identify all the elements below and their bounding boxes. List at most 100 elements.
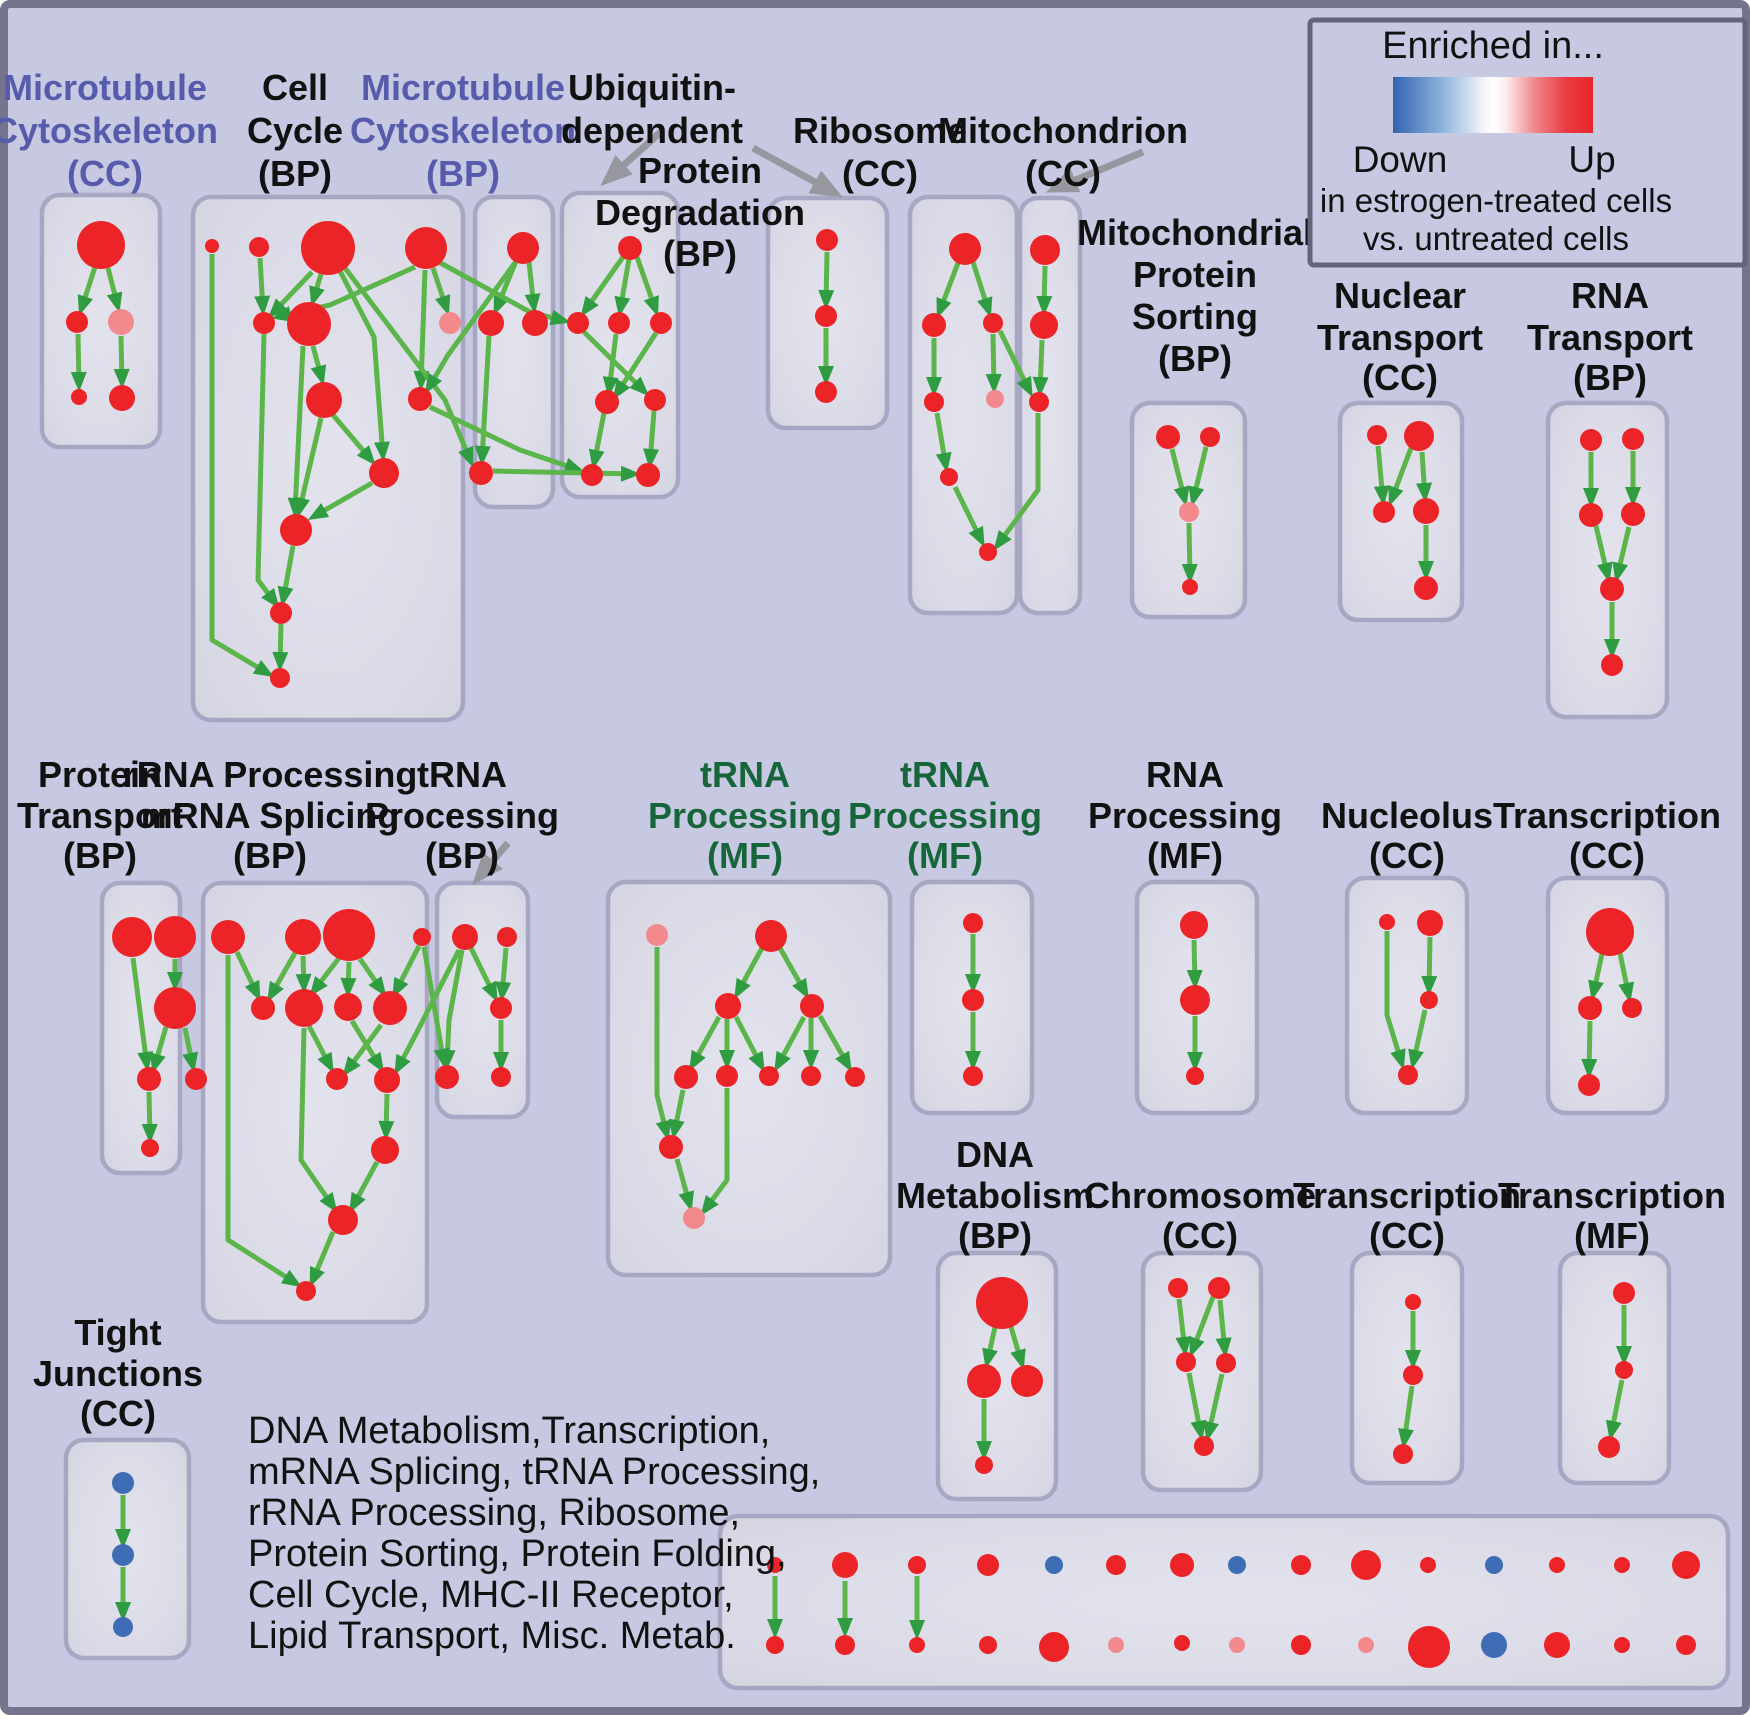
gene-node-up [815, 381, 837, 403]
edge-protein-transport-bp [182, 1027, 199, 1073]
legend-gradient-bar [1393, 77, 1593, 133]
cluster-label: RNA [1571, 275, 1649, 316]
gene-node-up [976, 1277, 1028, 1329]
edge-cell-cycle-bp [255, 333, 280, 609]
cluster-label: Degradation [595, 192, 805, 233]
gene-node-up [251, 996, 275, 1020]
cluster-label: (CC) [67, 153, 143, 194]
cluster-label: (CC) [1569, 835, 1645, 876]
gene-node-up [979, 543, 997, 561]
cluster-label: Ubiquitin- [568, 67, 736, 108]
cluster-box-chromosome-cc [1140, 1250, 1264, 1493]
gene-node-up [1180, 911, 1208, 939]
cluster-label: Processing [848, 795, 1042, 836]
cluster-label: (BP) [1158, 338, 1232, 379]
gene-node-up [328, 1205, 358, 1235]
edge-trna-processing-mf-large [733, 1015, 765, 1073]
edge-cell-cycle-bp [287, 345, 306, 518]
cluster-label: (MF) [707, 835, 783, 876]
gene-node-up [507, 232, 539, 264]
gene-node-up [1039, 1632, 1069, 1662]
gene-node-up [759, 1066, 779, 1086]
cluster-label: (BP) [663, 233, 737, 274]
label-pointer-arrow [600, 127, 666, 186]
gene-node-up [1373, 501, 1395, 523]
edge-chromosome-cc [1175, 1298, 1192, 1357]
cluster-label: Mitochondrion [938, 110, 1188, 151]
gene-node-up [949, 233, 981, 265]
gene-node-up [659, 1135, 683, 1159]
edge-ubiquitin-degradation-box1 [602, 333, 619, 397]
edge-mitochondrial-protein-sorting-bp [1169, 448, 1190, 507]
cluster-box-transcription-mf [1557, 1250, 1672, 1486]
gene-node-up [1216, 1353, 1236, 1373]
edge-trna-processing-mf-large [668, 1089, 686, 1140]
edge-transcription-mf [1605, 1379, 1625, 1441]
legend-down-label: Down [1353, 139, 1448, 180]
edge-rrna-processing-mrna-splicing-bp [378, 1093, 395, 1141]
gene-node-up [270, 602, 292, 624]
gene-node-up-weak [683, 1207, 705, 1229]
gene-node-up [1291, 1555, 1311, 1575]
gene-node-down [112, 1472, 134, 1494]
gene-node-up [369, 458, 399, 488]
cluster-label: Processing [365, 795, 559, 836]
gene-node-up [650, 312, 672, 334]
gene-node-up [452, 924, 478, 950]
gene-node-up [1030, 311, 1058, 339]
gene-node-up [1403, 1365, 1423, 1385]
gene-node-up [211, 920, 245, 954]
edge-rrna-processing-mrna-splicing-bp [349, 1019, 385, 1074]
gene-node-up [435, 1065, 459, 1089]
gene-node-up [1182, 579, 1198, 595]
gene-node-up [845, 1067, 865, 1087]
gene-node-up [1414, 576, 1438, 600]
edge-cross-cluster [421, 946, 450, 1069]
gene-node-up [491, 1067, 511, 1087]
edge-mitochondrion-cc [993, 413, 1041, 551]
edge-trna-processing-mf-large [777, 946, 809, 1000]
cluster-label: Protein [1133, 254, 1257, 295]
gene-node-up [296, 1281, 316, 1301]
gene-node-up [490, 997, 512, 1019]
gene-node-up [71, 389, 87, 405]
gene-node-up [979, 1636, 997, 1654]
gene-node-up [301, 221, 355, 275]
cluster-label: mRNA Splicing [141, 795, 400, 836]
gene-node-up [1291, 1635, 1311, 1655]
edge-ribosome-cc [952, 485, 985, 548]
edge-ubiquitin-degradation-box1 [580, 255, 626, 317]
cluster-label: Mitochondrial [1077, 212, 1313, 253]
edge-protein-transport-bp [141, 1091, 158, 1144]
edge-ubiquitin-degradation-box1 [612, 331, 659, 401]
misc-clusters-text: rRNA Processing, Ribosome, [248, 1492, 740, 1534]
gene-node-up [1417, 910, 1443, 936]
edge-chromosome-cc [1186, 1372, 1207, 1441]
edge-ribosome-cc [936, 262, 961, 319]
cluster-box-nuclear-transport-cc [1337, 400, 1465, 623]
cluster-label: (CC) [842, 153, 918, 194]
label-pointer-arrow [1045, 148, 1145, 193]
edge-cell-cycle-bp [294, 417, 324, 518]
edge-trna-processing-mf-large [734, 946, 765, 1000]
gene-node-up [674, 1065, 698, 1089]
gene-node-up [469, 461, 493, 485]
edge-nucleolus-cc [1408, 1009, 1428, 1070]
cluster-label: Transport [1317, 317, 1483, 358]
cluster-label: (CC) [1025, 153, 1101, 194]
gene-node-up [285, 919, 321, 955]
gene-node-up [408, 387, 432, 411]
edge-ribosome-cc [985, 333, 1002, 394]
edge-cross-cluster [394, 948, 462, 1076]
cluster-label: Cell [262, 67, 328, 108]
cluster-label: Transcription [1498, 1175, 1726, 1216]
edge-cell-cycle-bp [209, 254, 275, 678]
cluster-label: (BP) [63, 835, 137, 876]
gene-node-up [1180, 985, 1210, 1015]
cluster-label: tRNA [417, 754, 507, 795]
gene-node-up [908, 1556, 926, 1574]
legend-subtitle-line2: vs. untreated cells [1363, 220, 1629, 257]
edge-rrna-processing-mrna-splicing-bp [306, 1024, 334, 1074]
edge-nucleolus-cc [1421, 936, 1438, 996]
edge-rrna-processing-mrna-splicing-bp [342, 1023, 384, 1077]
